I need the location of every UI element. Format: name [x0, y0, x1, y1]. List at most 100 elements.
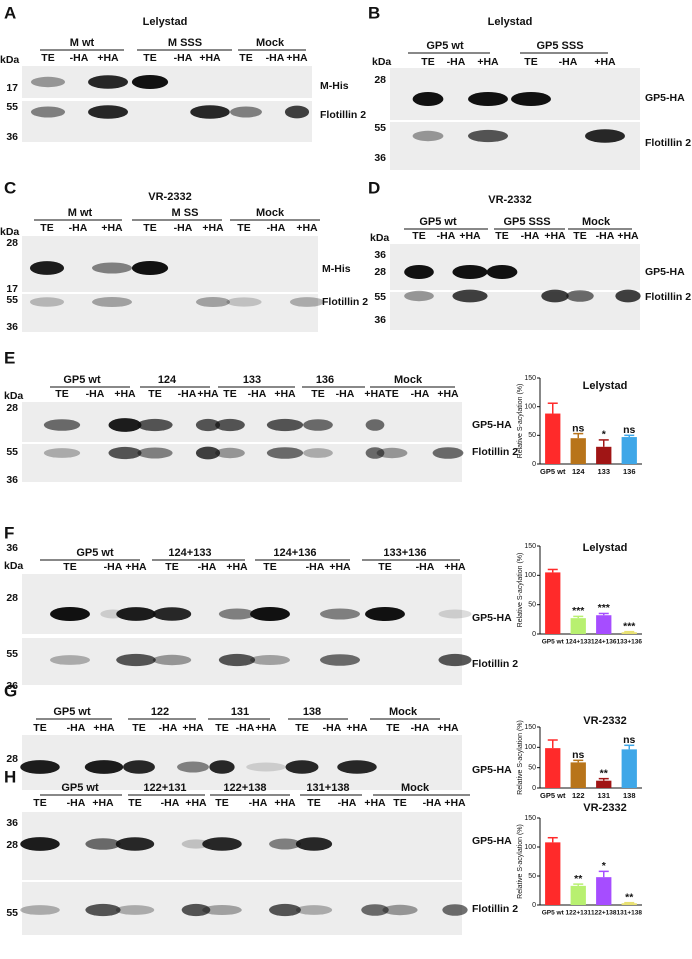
group-label: 122	[151, 706, 169, 718]
lane-label: TE	[307, 797, 320, 809]
blot-strip	[22, 236, 318, 292]
lane-label: -HA	[411, 388, 430, 400]
group-label: M wt	[68, 207, 93, 219]
y-axis-label: Relative S-acylation (%)	[517, 720, 524, 795]
panel-letter: F	[4, 523, 14, 542]
lane-label: TE	[378, 561, 391, 573]
blot-band	[29, 261, 65, 275]
band-label: Flotillin 2	[320, 109, 366, 121]
blot-band	[218, 653, 256, 667]
blot-band	[320, 608, 360, 620]
kda-label: kDa	[0, 54, 19, 66]
blot-band	[85, 838, 121, 850]
group-label: 133+136	[383, 547, 426, 559]
blot-band	[365, 447, 385, 459]
significance: ns	[623, 424, 635, 436]
blot-band	[202, 904, 242, 916]
y-tick-label: 0	[532, 461, 536, 468]
bar	[545, 572, 561, 634]
lane-label: TE	[215, 722, 228, 734]
marker-label: 28	[6, 839, 18, 851]
kda-label: kDa	[4, 560, 23, 572]
lane-label: +HA	[114, 388, 136, 400]
blot-strip	[22, 101, 312, 142]
lane-label: -HA	[559, 56, 578, 68]
bar	[596, 877, 612, 905]
marker-label: 28	[6, 237, 18, 249]
significance: ns	[623, 734, 635, 746]
band-label: GP5-HA	[645, 92, 685, 104]
x-tick-label: 133+136	[617, 639, 643, 646]
blot-band	[43, 448, 81, 458]
group-label: 136	[316, 374, 334, 386]
y-axis-label: Relative S-acylation (%)	[517, 553, 524, 628]
marker-label: 55	[6, 101, 18, 113]
group-label: GP5 wt	[426, 40, 464, 52]
y-tick-label: 100	[524, 404, 536, 411]
blot-band	[468, 92, 508, 106]
blot-band	[361, 904, 389, 916]
band-label: Flotillin 2	[472, 903, 518, 915]
x-tick-label: 138	[623, 791, 636, 800]
x-tick-label: GP5 wt	[542, 910, 565, 917]
significance: ns	[572, 749, 584, 761]
lane-label: -HA	[159, 722, 178, 734]
blot-band	[152, 607, 192, 621]
lane-label: +HA	[364, 797, 386, 809]
group-label: M SS	[172, 207, 199, 219]
marker-label: 28	[374, 74, 386, 86]
lane-label: TE	[421, 56, 434, 68]
lane-label: TE	[33, 722, 46, 734]
significance: ***	[572, 605, 585, 617]
lane-label: -HA	[70, 52, 89, 64]
x-tick-label: 122+131	[566, 910, 592, 917]
marker-label: 55	[374, 291, 386, 303]
blot-band	[468, 129, 508, 143]
group-label: 124+136	[273, 547, 316, 559]
lane-label: -HA	[323, 722, 342, 734]
lane-label: -HA	[447, 56, 466, 68]
y-tick-label: 50	[528, 432, 536, 439]
band-label: GP5-HA	[472, 612, 512, 624]
panel-letter: C	[4, 178, 16, 197]
blot-band	[30, 106, 66, 118]
kda-label: kDa	[370, 232, 389, 244]
blot-band	[152, 654, 192, 666]
lane-label: +HA	[255, 722, 277, 734]
blot-band	[541, 289, 569, 303]
blot-band	[20, 905, 60, 915]
band-label: Flotillin 2	[645, 291, 691, 303]
group-label: GP5 wt	[76, 547, 114, 559]
x-tick-label: 122+138	[591, 910, 617, 917]
lane-label: +HA	[197, 388, 219, 400]
group-label: 122+138	[223, 782, 266, 794]
marker-label: 28	[6, 592, 18, 604]
blot-band	[269, 838, 301, 850]
x-tick-label: 124+136	[591, 639, 617, 646]
group-label: M SSS	[168, 37, 202, 49]
blot-band	[181, 839, 211, 849]
lane-label: -HA	[416, 561, 435, 573]
lane-label: -HA	[198, 561, 217, 573]
group-label: Mock	[401, 782, 430, 794]
blot-band	[30, 76, 66, 88]
blot-band	[92, 262, 132, 274]
bar	[545, 413, 561, 464]
blot-band	[303, 448, 333, 458]
blot-band	[177, 761, 209, 773]
blot-band	[365, 419, 385, 431]
blot-band	[266, 447, 304, 459]
bar	[570, 885, 586, 905]
blot-band	[190, 105, 230, 119]
marker-label: 36	[6, 321, 18, 333]
lane-label: -HA	[161, 797, 180, 809]
blot-band	[195, 418, 221, 432]
y-tick-label: 0	[532, 785, 536, 792]
lane-label: +HA	[199, 52, 221, 64]
lane-label: TE	[132, 722, 145, 734]
lane-label: -HA	[236, 722, 255, 734]
group-label: GP5 wt	[63, 374, 101, 386]
x-tick-label: GP5 wt	[540, 467, 566, 476]
chart-title: VR-2332	[583, 715, 626, 727]
